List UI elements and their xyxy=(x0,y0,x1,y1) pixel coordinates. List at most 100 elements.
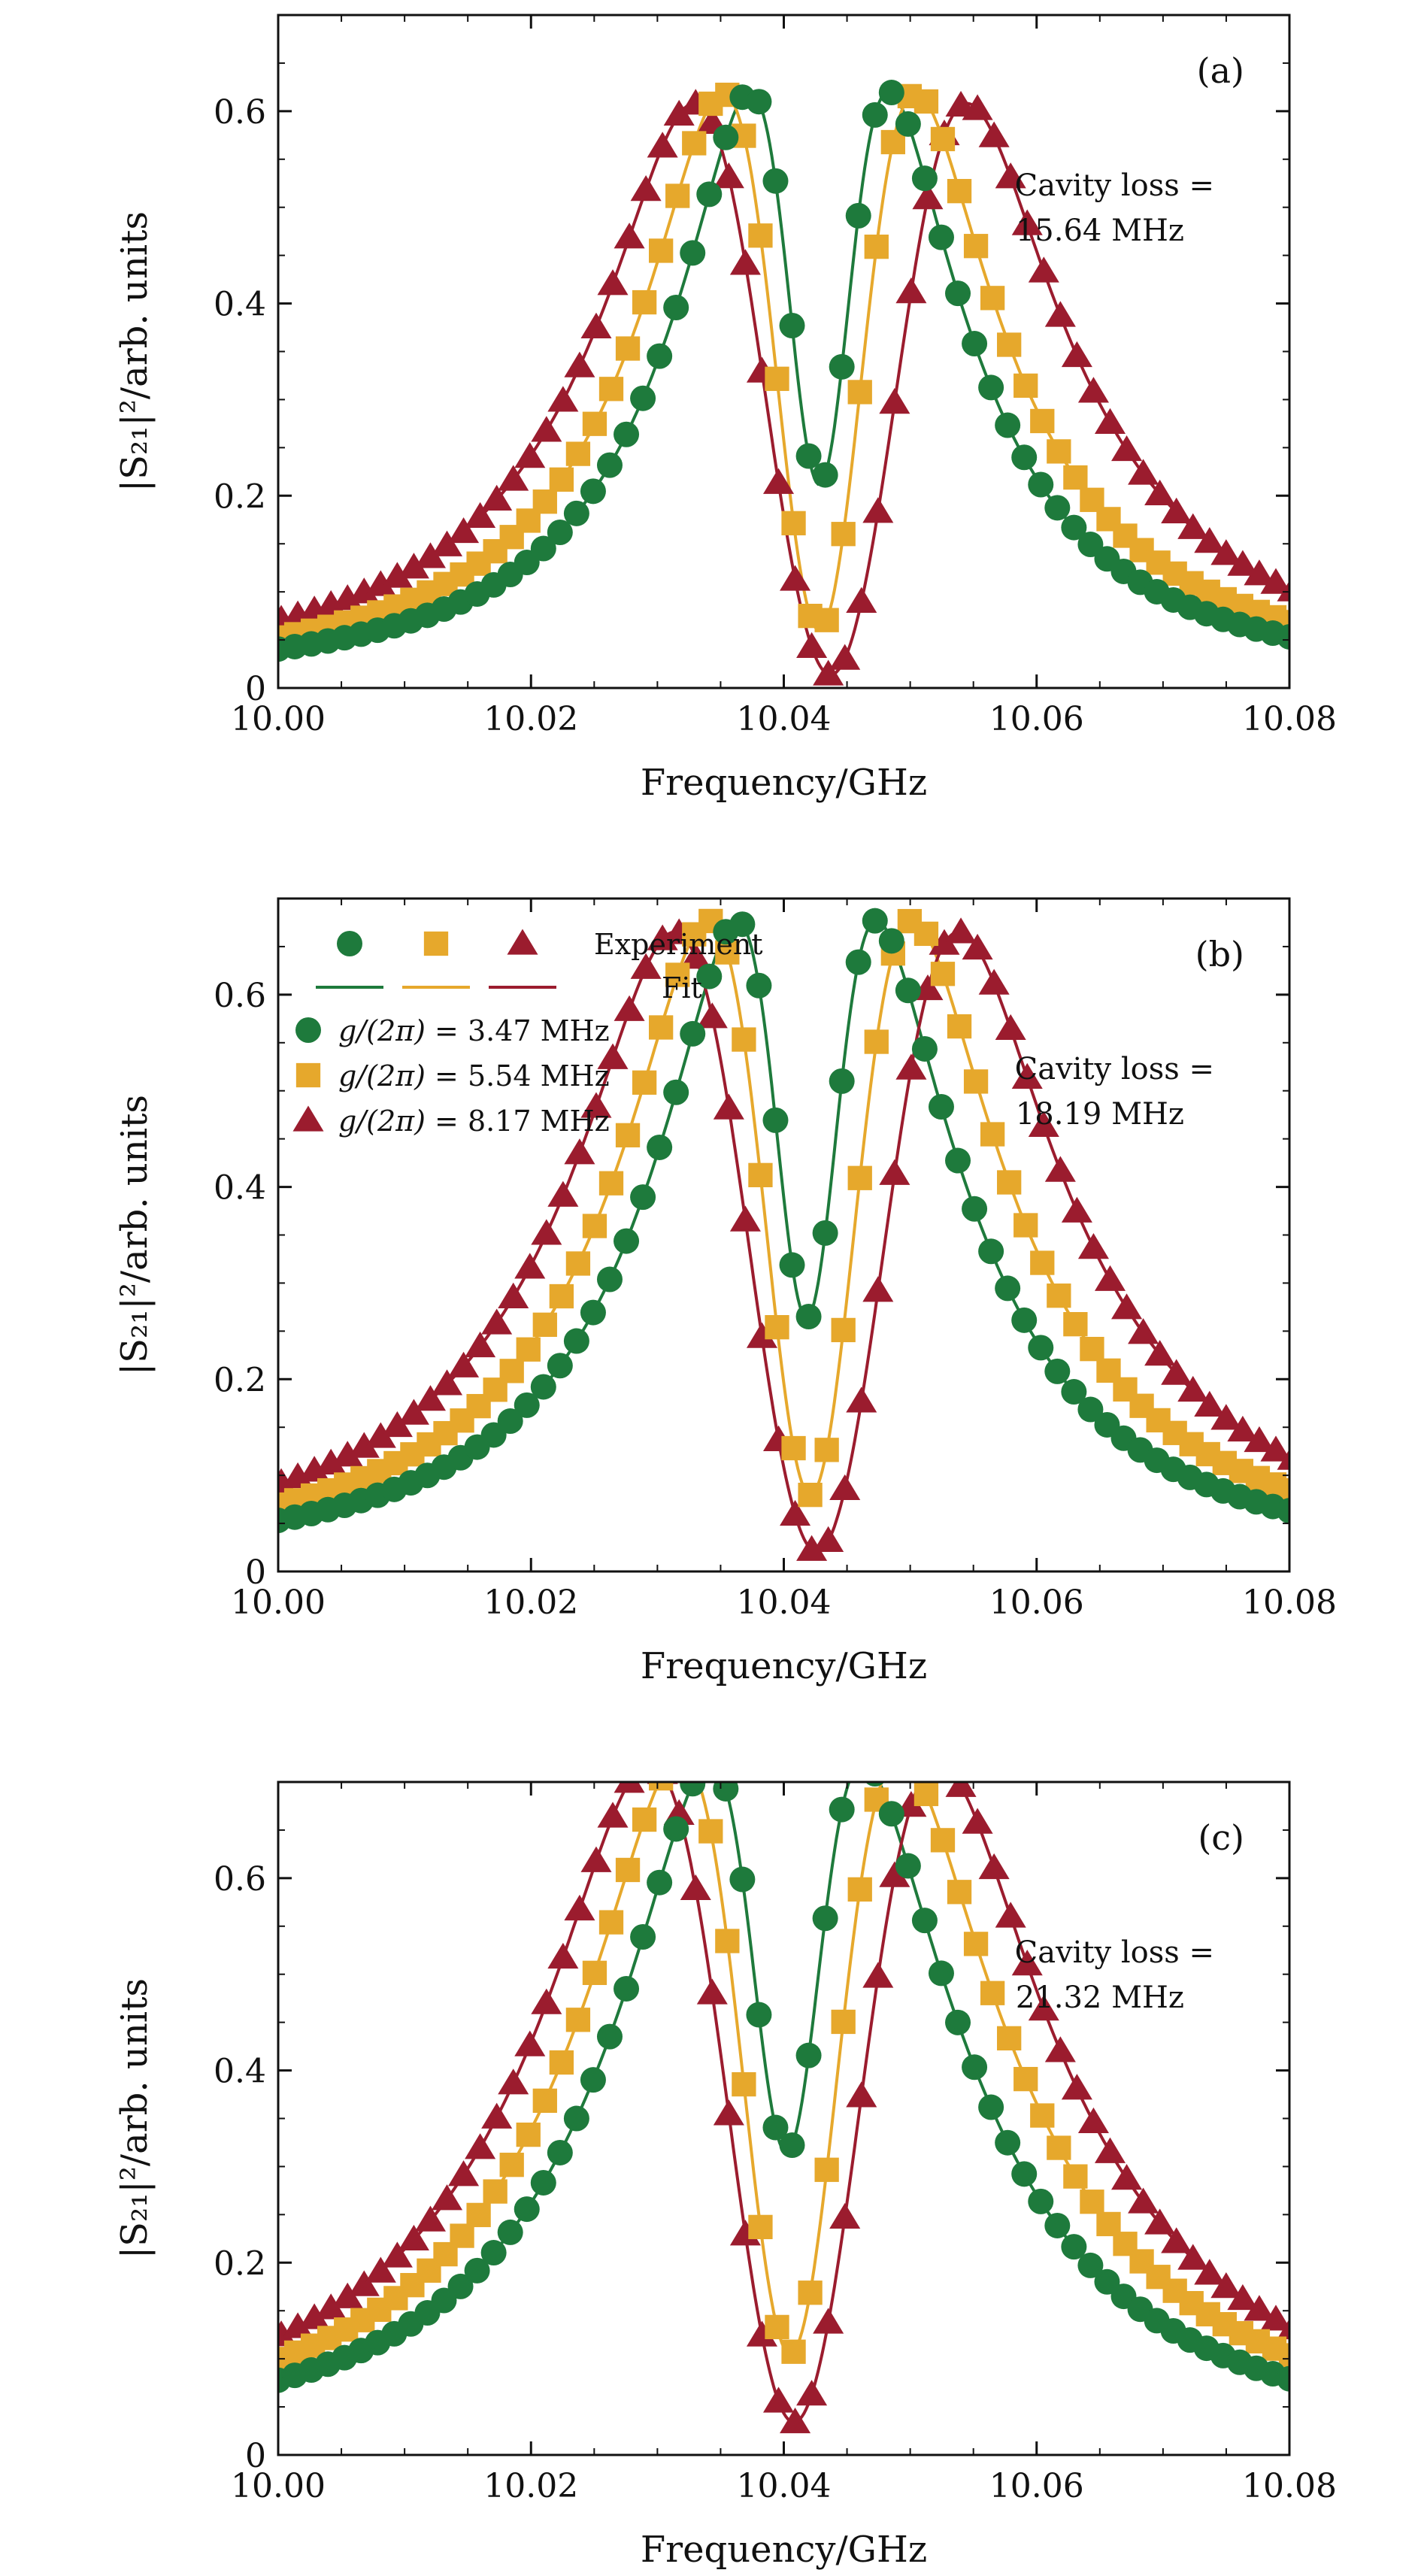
data-point-2 xyxy=(696,1002,728,1029)
data-point-0 xyxy=(1028,471,1054,498)
x-tick-label: 10.02 xyxy=(483,1583,578,1622)
data-point-1 xyxy=(930,962,956,986)
data-point-1 xyxy=(615,1857,641,1883)
data-point-0 xyxy=(630,385,656,411)
data-point-0 xyxy=(795,443,822,469)
data-point-0 xyxy=(762,1107,789,1133)
data-point-1 xyxy=(532,489,557,514)
data-point-2 xyxy=(995,162,1026,189)
x-tick-label: 10.08 xyxy=(1242,1583,1337,1622)
x-tick-label: 10.06 xyxy=(989,1583,1084,1622)
data-point-1 xyxy=(930,126,956,152)
cavity-loss-value: 18.19 MHz xyxy=(1016,1097,1184,1132)
data-point-1 xyxy=(565,441,591,466)
data-point-1 xyxy=(1013,1213,1038,1238)
data-point-0 xyxy=(563,1328,589,1354)
series-1-markers xyxy=(278,1745,1289,2371)
data-point-2 xyxy=(481,1308,513,1335)
legend-entry-label-0: g/(2π) = 3.47 MHz xyxy=(338,1014,610,1047)
data-point-1 xyxy=(814,608,839,632)
data-point-1 xyxy=(732,1027,756,1052)
data-point-2 xyxy=(1111,1293,1143,1320)
data-point-2 xyxy=(713,2099,744,2126)
data-point-1 xyxy=(665,962,690,987)
data-point-2 xyxy=(448,2160,480,2187)
data-point-1 xyxy=(947,1880,972,1905)
data-point-2 xyxy=(895,277,927,304)
data-point-2 xyxy=(1077,377,1109,403)
data-point-1 xyxy=(598,377,624,402)
data-point-1 xyxy=(1013,373,1038,399)
data-point-1 xyxy=(615,336,641,361)
data-point-0 xyxy=(680,240,706,266)
data-point-0 xyxy=(497,1408,523,1435)
data-point-0 xyxy=(514,2196,540,2223)
data-point-0 xyxy=(1277,1498,1289,1524)
data-point-2 xyxy=(381,2241,413,2268)
data-point-2 xyxy=(498,465,529,491)
data-point-0 xyxy=(1077,2252,1104,2278)
series-2-markers xyxy=(278,917,1289,1561)
data-point-0 xyxy=(729,1866,756,1893)
data-point-2 xyxy=(431,1369,463,1396)
data-point-2 xyxy=(1011,1062,1043,1089)
data-point-2 xyxy=(929,929,960,955)
data-point-1 xyxy=(997,2026,1022,2051)
data-point-0 xyxy=(547,1353,573,1379)
legend-entry-marker-0 xyxy=(295,1017,321,1043)
data-point-0 xyxy=(630,1184,656,1211)
data-point-0 xyxy=(514,1392,540,1418)
data-point-1 xyxy=(632,1070,657,1095)
y-tick-label: 0 xyxy=(245,1553,266,1592)
data-point-2 xyxy=(398,553,429,579)
data-point-2 xyxy=(746,1322,777,1348)
data-point-0 xyxy=(696,1750,722,1775)
data-point-2 xyxy=(813,2308,844,2334)
data-point-0 xyxy=(895,111,921,137)
data-point-0 xyxy=(663,1816,689,1842)
data-point-1 xyxy=(814,1438,839,1462)
data-point-2 xyxy=(1128,459,1159,485)
data-point-0 xyxy=(1044,1358,1071,1384)
data-point-0 xyxy=(962,2054,988,2080)
data-point-0 xyxy=(596,452,623,478)
data-point-2 xyxy=(912,1755,943,1780)
data-point-1 xyxy=(565,1251,591,1276)
data-point-2 xyxy=(597,269,629,295)
data-point-1 xyxy=(665,1745,689,1769)
data-point-2 xyxy=(846,586,877,614)
data-point-1 xyxy=(997,332,1022,357)
data-point-2 xyxy=(315,2293,347,2320)
data-point-2 xyxy=(465,2133,496,2159)
legend-entry-label-2: g/(2π) = 8.17 MHz xyxy=(338,1105,610,1138)
data-point-2 xyxy=(995,1902,1026,1928)
data-point-2 xyxy=(564,351,595,377)
data-point-0 xyxy=(878,80,904,106)
data-point-2 xyxy=(1128,2187,1159,2214)
data-point-0 xyxy=(630,1924,656,1950)
data-point-0 xyxy=(878,928,904,954)
data-point-1 xyxy=(914,89,939,114)
data-point-2 xyxy=(796,1535,828,1561)
data-point-1 xyxy=(466,2202,491,2228)
y-axis-label: |S₂₁|²/arb. units xyxy=(114,1095,156,1375)
data-point-0 xyxy=(580,2067,606,2093)
data-point-2 xyxy=(580,312,612,339)
data-point-0 xyxy=(1011,444,1038,471)
data-point-2 xyxy=(912,183,944,210)
data-point-1 xyxy=(1047,439,1071,464)
legend-entry-prefix: g/(2π) = xyxy=(338,1014,468,1047)
data-point-0 xyxy=(1044,2212,1071,2238)
data-point-0 xyxy=(962,1196,988,1222)
data-point-0 xyxy=(911,165,938,192)
x-tick-label: 10.08 xyxy=(1242,2467,1337,2505)
data-point-1 xyxy=(781,1435,806,1461)
data-point-2 xyxy=(414,1385,447,1411)
x-tick-label: 10.06 xyxy=(989,2467,1084,2505)
cavity-loss-value: 15.64 MHz xyxy=(1016,214,1184,248)
data-point-1 xyxy=(698,1819,723,1844)
data-point-0 xyxy=(680,1020,706,1047)
data-point-1 xyxy=(930,1828,956,1853)
data-point-2 xyxy=(978,1853,1010,1880)
